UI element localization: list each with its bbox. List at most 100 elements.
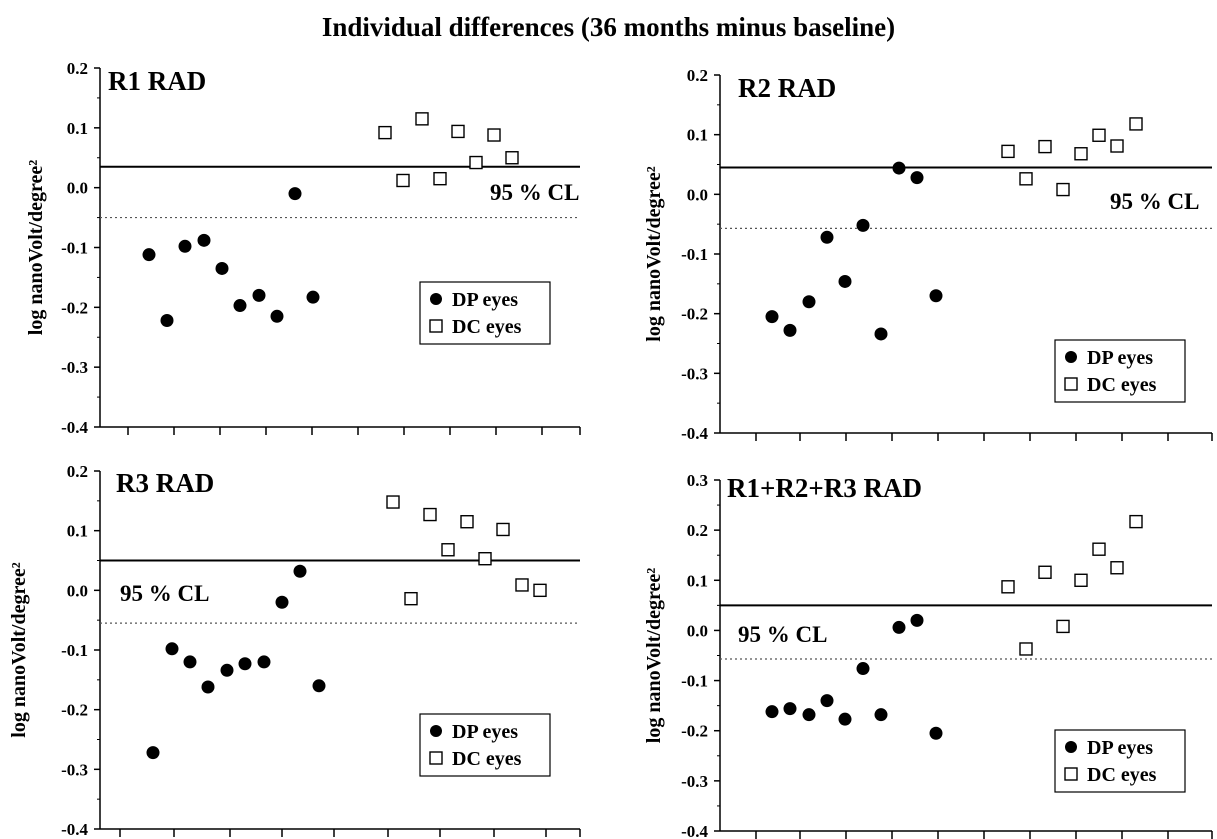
dp-eye-point <box>874 708 888 722</box>
dp-eye-point <box>856 218 870 232</box>
dp-eye-point <box>257 655 271 669</box>
legend-dc-label: DC eyes <box>1087 374 1157 396</box>
dc-eye-point <box>1038 565 1052 579</box>
dc-eye-point <box>1074 573 1088 587</box>
y-tick-label: 0.2 <box>687 66 708 85</box>
y-tick-label: 0.0 <box>67 581 88 600</box>
dp-eye-point <box>220 663 234 677</box>
dc-eye-point <box>423 507 437 522</box>
y-tick-label: 0.0 <box>687 185 708 204</box>
dc-eye-point <box>1038 139 1052 154</box>
dc-eye-point <box>469 155 483 170</box>
dp-eye-point <box>856 662 870 676</box>
legend-box <box>419 713 551 777</box>
dc-eye-point <box>1110 561 1124 575</box>
legend-dp-label: DP eyes <box>1087 347 1153 369</box>
y-tick-label: 0.3 <box>687 471 708 490</box>
dc-eye-point <box>1092 542 1106 556</box>
dp-eye-point <box>929 289 943 303</box>
dp-eye-point <box>838 712 852 726</box>
dc-eye-point <box>496 522 510 537</box>
dc-eye-point <box>1092 128 1106 142</box>
dp-eye-point <box>820 230 834 244</box>
dp-eye-point <box>270 309 284 323</box>
y-tick-label: 0.1 <box>687 126 708 145</box>
y-tick-label: -0.2 <box>61 298 88 317</box>
y-tick-label: 0.0 <box>67 179 88 198</box>
dc-eye-point <box>441 543 455 557</box>
dp-eye-point <box>142 248 156 262</box>
y-axis-label: log nanoVolt/degree² <box>643 166 665 341</box>
dp-eye-point <box>183 655 197 669</box>
dp-eye-point <box>160 313 174 327</box>
dp-eye-point <box>802 708 816 722</box>
dc-eye-point <box>404 591 418 606</box>
y-tick-label: -0.3 <box>681 364 708 383</box>
legend-box <box>419 281 551 345</box>
dp-eye-point <box>275 595 289 609</box>
dp-eye-point <box>783 702 797 716</box>
legend-dp-label: DP eyes <box>1087 737 1153 759</box>
dp-eye-point <box>910 171 924 185</box>
dp-eye-point <box>238 657 252 671</box>
panel-title: R2 RAD <box>738 73 836 103</box>
dp-eye-point <box>293 564 307 578</box>
y-tick-label: -0.1 <box>61 239 88 258</box>
y-tick-label: -0.4 <box>61 820 88 839</box>
dp-eye-point <box>892 161 906 175</box>
y-tick-label: -0.3 <box>681 772 708 791</box>
y-axis-label: log nanoVolt/degree² <box>25 160 47 335</box>
dc-eye-point <box>1129 514 1143 529</box>
legend-dc-marker <box>429 751 443 765</box>
dc-eye-point <box>533 583 547 598</box>
dc-eye-point <box>1019 172 1033 186</box>
dp-eye-point <box>252 288 266 302</box>
dc-eye-point <box>396 173 410 188</box>
y-tick-label: -0.3 <box>61 760 88 779</box>
y-tick-label: -0.4 <box>681 822 708 839</box>
y-tick-label: 0.0 <box>687 621 708 640</box>
cl-label: 95 % CL <box>738 622 827 647</box>
dp-eye-point <box>802 295 816 309</box>
dp-eye-point <box>201 680 215 694</box>
dp-eye-point <box>215 261 229 275</box>
legend-box <box>1054 729 1186 793</box>
dp-eye-point <box>910 613 924 627</box>
legend-box <box>1054 339 1186 403</box>
dp-eye-point <box>165 642 179 656</box>
dc-eye-point <box>1056 619 1070 634</box>
dc-eye-point <box>460 515 474 529</box>
dp-eye-point <box>233 299 247 313</box>
dc-eye-point <box>1074 147 1088 161</box>
dp-eye-point <box>783 323 797 337</box>
figure-title: Individual differences (36 months minus … <box>321 12 896 42</box>
legend-dc-marker <box>1064 767 1078 781</box>
dc-eye-point <box>1019 642 1033 656</box>
y-tick-label: -0.4 <box>681 424 708 443</box>
y-tick-label: -0.2 <box>61 701 88 720</box>
dc-eye-point <box>415 112 429 126</box>
dp-eye-point <box>765 705 779 719</box>
panel-title: R1+R2+R3 RAD <box>727 473 922 503</box>
dc-eye-point <box>451 124 465 139</box>
legend-dp-label: DP eyes <box>452 721 518 743</box>
panel-title: R3 RAD <box>116 468 214 498</box>
cl-label: 95 % CL <box>490 180 579 205</box>
legend-dp-marker <box>1065 351 1077 363</box>
legend-dc-label: DC eyes <box>452 316 522 338</box>
y-tick-label: 0.2 <box>67 462 88 481</box>
legend-dp-marker <box>430 725 442 737</box>
dp-eye-point <box>178 239 192 253</box>
y-tick-label: 0.1 <box>687 571 708 590</box>
dp-eye-point <box>288 187 302 201</box>
dp-eye-point <box>838 274 852 288</box>
dc-eye-point <box>1001 144 1015 159</box>
y-tick-label: -0.4 <box>61 418 88 437</box>
legend-dc-label: DC eyes <box>1087 764 1157 786</box>
dp-eye-point <box>765 310 779 324</box>
legend-dc-label: DC eyes <box>452 748 522 770</box>
dp-eye-point <box>874 327 888 341</box>
cl-label: 95 % CL <box>120 581 209 606</box>
dp-eye-point <box>312 679 326 693</box>
legend-dp-marker <box>1065 741 1077 753</box>
